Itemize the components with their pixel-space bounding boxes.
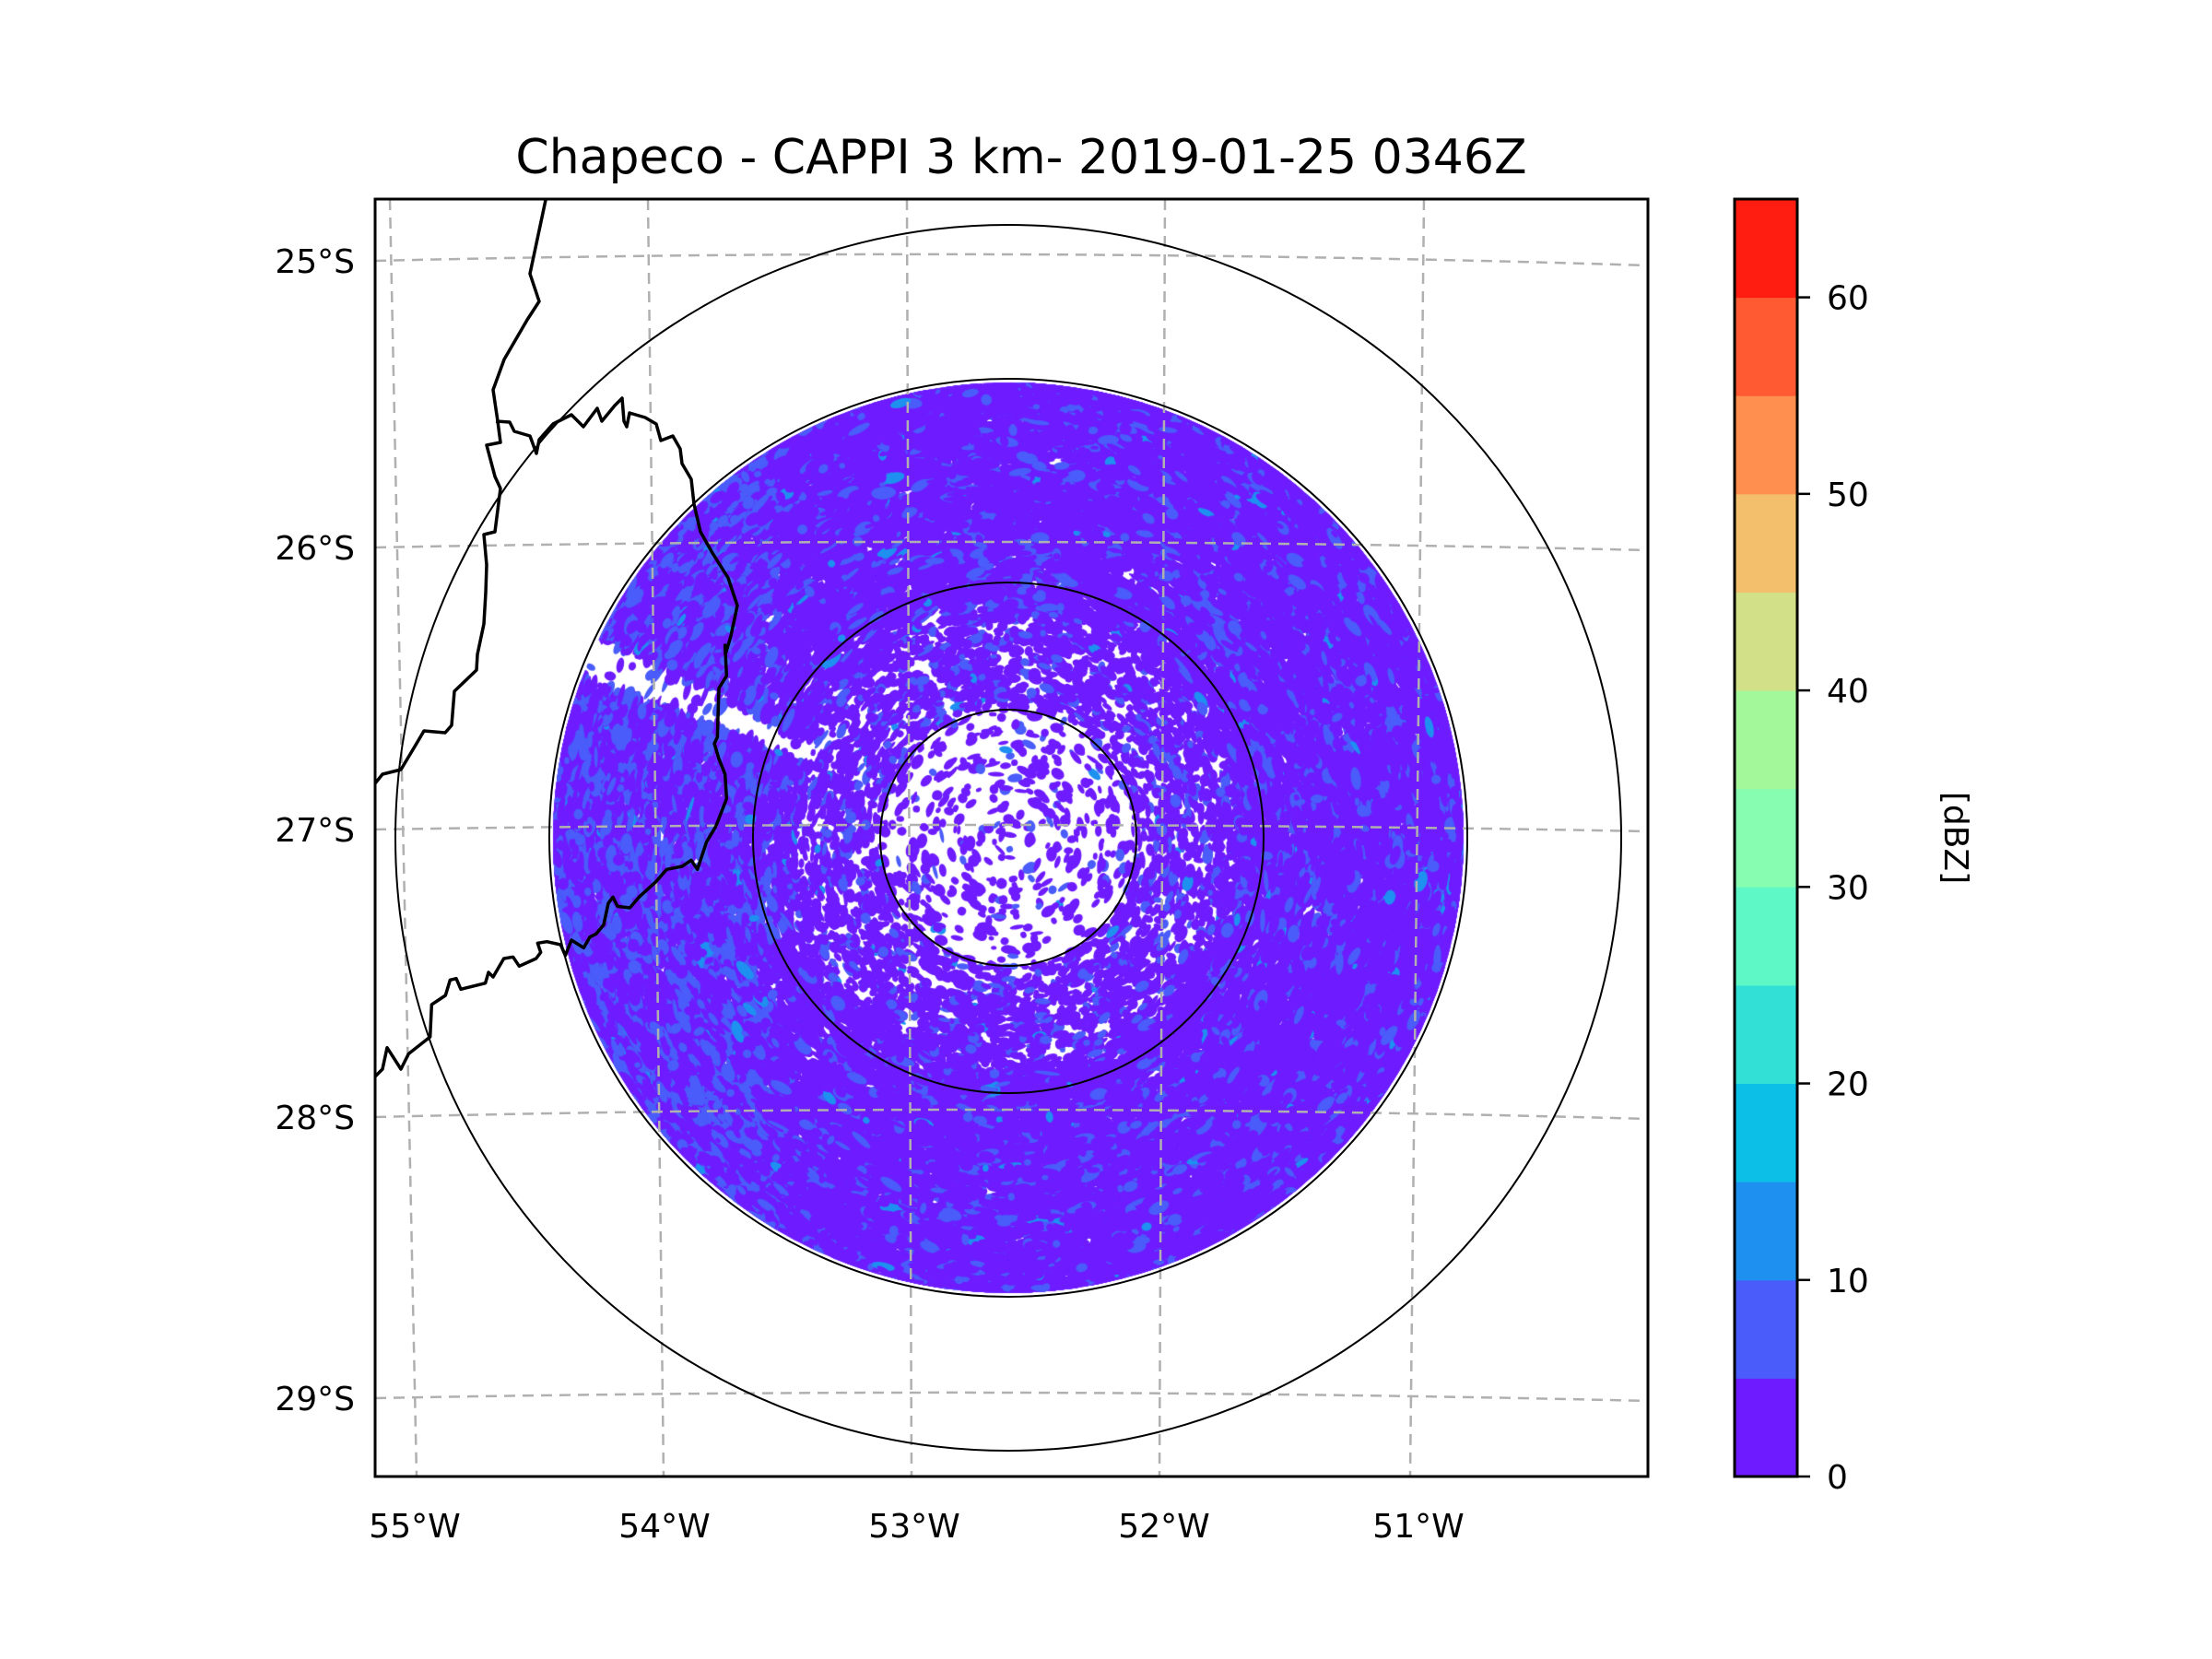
lat-tick-label: 28°S bbox=[275, 1100, 355, 1137]
plot-frame bbox=[373, 197, 1650, 1478]
parallel-gridline bbox=[375, 1108, 1648, 1121]
range-ring bbox=[752, 582, 1265, 1094]
colorbar-tick-label: 20 bbox=[1827, 1066, 1869, 1104]
gridlines bbox=[375, 199, 1648, 1477]
colorbar-tick-label: 60 bbox=[1827, 280, 1869, 318]
longitude-tick-labels: 55°W 54°W 53°W 52°W 51°W bbox=[369, 1508, 1464, 1546]
colorbar-bin bbox=[1735, 297, 1797, 396]
colorbar-bin bbox=[1735, 788, 1797, 888]
lon-tick-label: 55°W bbox=[369, 1508, 460, 1546]
colorbar-bin bbox=[1735, 199, 1797, 299]
map-area bbox=[375, 199, 1648, 1477]
meridian-gridline bbox=[1158, 199, 1167, 1477]
colorbar-bin bbox=[1735, 1378, 1797, 1477]
latitude-tick-labels: 25°S 26°S 27°S 28°S 29°S bbox=[275, 243, 355, 1418]
range-ring bbox=[879, 709, 1137, 967]
colorbar-label: [dBZ] bbox=[1936, 792, 1974, 884]
colorbar: 0 10 20 30 40 50 60 bbox=[1733, 197, 1869, 1497]
colorbar-bin bbox=[1735, 690, 1797, 790]
lat-tick-label: 25°S bbox=[275, 243, 355, 281]
lon-tick-label: 51°W bbox=[1372, 1508, 1464, 1546]
colorbar-tick-label: 0 bbox=[1827, 1459, 1848, 1497]
lat-tick-label: 27°S bbox=[275, 812, 355, 850]
colorbar-bin bbox=[1735, 887, 1797, 986]
colorbar-bin bbox=[1735, 984, 1797, 1085]
colorbar-tick-label: 50 bbox=[1827, 477, 1869, 514]
colorbar-bin bbox=[1735, 493, 1797, 593]
colorbar-bin bbox=[1735, 395, 1797, 495]
range-ring bbox=[394, 224, 1622, 1452]
meridian-gridline bbox=[1408, 199, 1426, 1477]
parallel-gridline bbox=[375, 1391, 1648, 1403]
lat-tick-label: 26°S bbox=[275, 530, 355, 568]
colorbar-tick-label: 30 bbox=[1827, 869, 1869, 907]
lat-tick-label: 29°S bbox=[275, 1381, 355, 1418]
lon-tick-label: 52°W bbox=[1118, 1508, 1209, 1546]
country-borders bbox=[375, 199, 739, 1079]
figure-title: Chapeco - CAPPI 3 km- 2019-01-25 0346Z bbox=[515, 130, 1526, 185]
colorbar-bin bbox=[1735, 1279, 1797, 1379]
meridian-gridline bbox=[905, 199, 913, 1477]
colorbar-bin bbox=[1735, 1182, 1797, 1281]
meridian-gridline bbox=[388, 199, 418, 1477]
colorbar-bin bbox=[1735, 1083, 1797, 1182]
border-line-west bbox=[375, 199, 547, 786]
meridian-gridline bbox=[646, 199, 665, 1477]
border-line-misiones bbox=[375, 396, 739, 1079]
colorbar-frame bbox=[1733, 197, 1799, 1478]
lon-tick-label: 53°W bbox=[868, 1508, 959, 1546]
colorbar-bin bbox=[1735, 592, 1797, 691]
parallel-gridline bbox=[375, 540, 1648, 552]
range-ring bbox=[548, 378, 1468, 1298]
range-rings bbox=[394, 224, 1622, 1452]
colorbar-tick-label: 10 bbox=[1827, 1263, 1869, 1300]
parallel-gridline bbox=[375, 253, 1648, 267]
parallel-gridline bbox=[375, 823, 1648, 833]
colorbar-tick-label: 40 bbox=[1827, 673, 1869, 711]
lon-tick-label: 54°W bbox=[618, 1508, 710, 1546]
